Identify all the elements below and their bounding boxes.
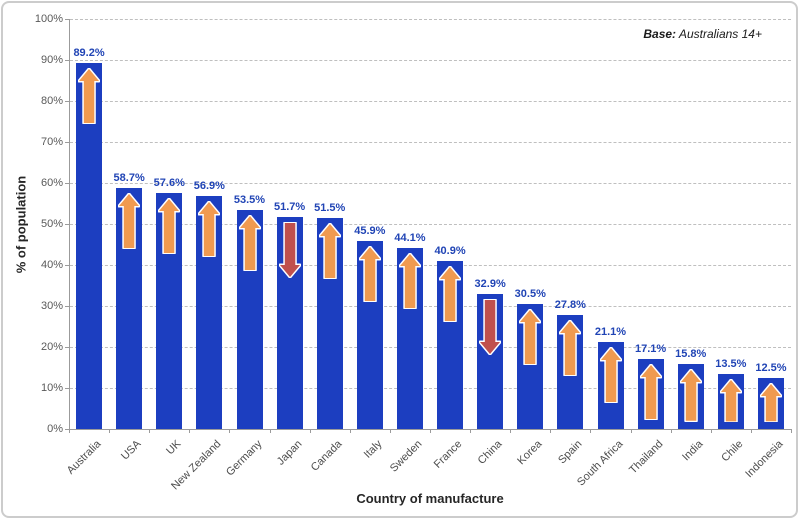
x-tick-mark bbox=[670, 429, 672, 433]
base-note-label: Base: bbox=[643, 27, 677, 41]
bar-value-label: 17.1% bbox=[635, 342, 667, 355]
trend-up-arrow-icon bbox=[518, 308, 542, 366]
y-tick-label: 80% bbox=[40, 95, 63, 107]
x-category-label: Indonesia bbox=[743, 438, 786, 481]
x-tick-mark bbox=[269, 429, 271, 433]
trend-up-arrow-icon bbox=[77, 67, 101, 125]
y-tick-mark bbox=[65, 347, 69, 348]
x-tick-mark bbox=[189, 429, 191, 433]
y-tick-mark bbox=[65, 429, 69, 430]
y-gridline bbox=[70, 101, 791, 102]
x-tick-mark bbox=[710, 429, 712, 433]
bar-value-label: 51.7% bbox=[274, 201, 306, 214]
y-gridline bbox=[70, 19, 791, 20]
y-gridline bbox=[70, 60, 791, 61]
bar-value-label: 53.5% bbox=[233, 193, 266, 206]
trend-up-arrow-icon bbox=[558, 319, 582, 377]
x-tick-mark bbox=[590, 429, 592, 433]
x-tick-mark bbox=[69, 429, 70, 433]
y-tick-mark bbox=[65, 19, 69, 20]
y-gridline bbox=[70, 142, 791, 143]
y-tick-label: 90% bbox=[40, 54, 63, 66]
x-tick-mark bbox=[109, 429, 111, 433]
bar-value-label: 27.8% bbox=[554, 299, 586, 312]
trend-up-arrow-icon bbox=[157, 197, 181, 255]
y-tick-mark bbox=[65, 183, 69, 184]
y-gridline bbox=[70, 347, 791, 348]
x-category-label: Spain bbox=[556, 438, 585, 467]
bar-value-label: 57.6% bbox=[153, 176, 185, 189]
y-tick-mark bbox=[65, 60, 69, 61]
y-tick-label: 60% bbox=[40, 177, 63, 189]
y-tick-mark bbox=[65, 101, 69, 102]
y-tick-label: 50% bbox=[40, 218, 63, 230]
x-tick-mark bbox=[470, 429, 472, 433]
bar-value-label: 51.5% bbox=[314, 201, 346, 214]
bar-value-label: 40.9% bbox=[434, 245, 466, 258]
trend-down-arrow-icon bbox=[478, 298, 502, 356]
trend-up-arrow-icon bbox=[719, 378, 743, 423]
x-tick-mark bbox=[550, 429, 552, 433]
bar-value-label: 44.1% bbox=[394, 232, 426, 245]
y-tick-label: 0% bbox=[47, 423, 63, 435]
trend-up-arrow-icon bbox=[238, 214, 261, 272]
x-tick-mark bbox=[630, 429, 632, 433]
bar-value-label: 45.9% bbox=[354, 224, 386, 237]
y-tick-mark bbox=[65, 265, 69, 266]
x-tick-mark bbox=[510, 429, 512, 433]
y-gridline bbox=[70, 183, 791, 184]
trend-up-arrow-icon bbox=[599, 346, 622, 404]
bar-value-label: 89.2% bbox=[73, 47, 105, 60]
bar-value-label: 15.8% bbox=[675, 348, 707, 361]
trend-up-arrow-icon bbox=[438, 265, 462, 323]
x-tick-mark bbox=[791, 429, 792, 433]
bar-value-label: 12.5% bbox=[755, 361, 787, 374]
trend-down-arrow-icon bbox=[278, 221, 302, 279]
y-gridline bbox=[70, 388, 791, 389]
x-tick-mark bbox=[349, 429, 351, 433]
trend-up-arrow-icon bbox=[759, 382, 783, 423]
y-tick-label: 40% bbox=[40, 259, 63, 271]
x-tick-mark bbox=[229, 429, 231, 433]
y-gridline bbox=[70, 265, 791, 266]
x-tick-mark bbox=[389, 429, 391, 433]
trend-up-arrow-icon bbox=[197, 200, 221, 258]
bar-value-label: 32.9% bbox=[474, 278, 506, 291]
bar-value-label: 56.9% bbox=[193, 179, 225, 192]
base-note-text: Australians 14+ bbox=[676, 27, 762, 41]
y-tick-label: 30% bbox=[40, 300, 63, 312]
trend-up-arrow-icon bbox=[639, 363, 663, 421]
trend-up-arrow-icon bbox=[398, 252, 422, 310]
bar-value-label: 58.7% bbox=[113, 172, 145, 185]
y-tick-mark bbox=[65, 388, 69, 389]
base-note: Base: Australians 14+ bbox=[643, 27, 762, 41]
trend-up-arrow-icon bbox=[358, 245, 382, 303]
trend-up-arrow-icon bbox=[318, 222, 342, 280]
x-tick-mark bbox=[430, 429, 431, 433]
y-gridline bbox=[70, 306, 791, 307]
trend-up-arrow-icon bbox=[679, 368, 703, 423]
y-tick-label: 10% bbox=[40, 382, 63, 394]
bar-value-label: 13.5% bbox=[715, 357, 747, 370]
y-tick-label: 70% bbox=[40, 136, 63, 148]
y-tick-label: 20% bbox=[40, 341, 63, 353]
x-category-label: New Zealand bbox=[169, 438, 224, 493]
y-tick-mark bbox=[65, 142, 69, 143]
y-tick-mark bbox=[65, 306, 69, 307]
x-tick-mark bbox=[149, 429, 151, 433]
x-axis-title: Country of manufacture bbox=[356, 491, 504, 506]
trend-up-arrow-icon bbox=[117, 192, 141, 250]
y-tick-mark bbox=[65, 224, 69, 225]
bar-value-label: 21.1% bbox=[594, 326, 627, 339]
x-tick-mark bbox=[750, 429, 752, 433]
bar-value-label: 30.5% bbox=[514, 287, 546, 300]
x-tick-mark bbox=[309, 429, 311, 433]
y-gridline bbox=[70, 224, 791, 225]
y-tick-label: 100% bbox=[34, 13, 63, 25]
